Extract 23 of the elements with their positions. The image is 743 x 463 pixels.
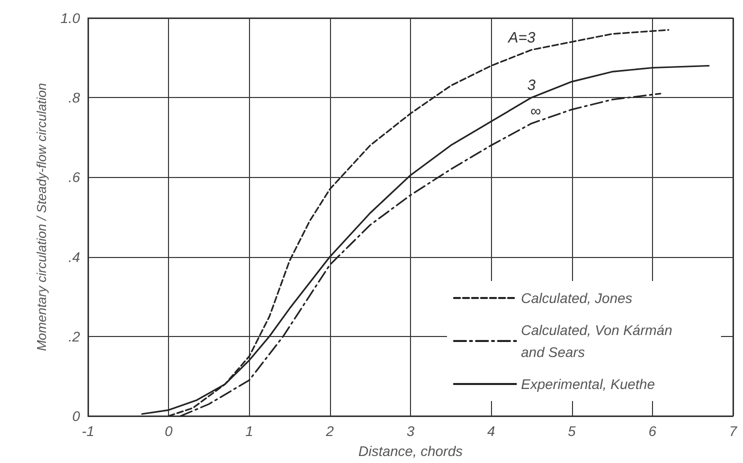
x-tick-label: 2	[324, 423, 334, 439]
y-tick-label: 0	[72, 408, 80, 424]
annotation: ∞	[530, 103, 542, 120]
x-tick-label: 0	[164, 423, 173, 439]
y-tick-label: .8	[68, 90, 80, 106]
x-tick-label: 3	[406, 423, 415, 439]
y-tick-label: .2	[68, 328, 80, 344]
legend-label: Calculated, Jones	[521, 290, 632, 306]
legend-label: Calculated, Von Kármán and Sears	[521, 322, 676, 360]
x-tick-label: -1	[82, 423, 94, 439]
x-tick-label: 1	[245, 423, 254, 439]
x-tick-label: 4	[487, 423, 496, 439]
x-axis-title: Distance, chords	[358, 443, 463, 459]
y-tick-label: 1.0	[60, 10, 80, 26]
y-tick-label: .4	[68, 248, 80, 265]
x-tick-label: 7	[729, 423, 738, 439]
y-tick-label: .6	[68, 169, 80, 186]
x-tick-label: 5	[568, 423, 576, 439]
annotation: A=3	[507, 29, 536, 46]
legend-label: Experimental, Kuethe	[521, 376, 656, 392]
x-tick-label: 6	[648, 423, 656, 439]
annotation: 3	[527, 77, 536, 94]
y-axis-title: Momentary circulation / Steady-flow circulation	[34, 82, 49, 352]
